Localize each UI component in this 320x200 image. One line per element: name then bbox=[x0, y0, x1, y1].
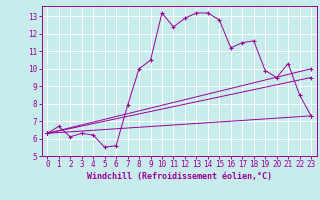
X-axis label: Windchill (Refroidissement éolien,°C): Windchill (Refroidissement éolien,°C) bbox=[87, 172, 272, 181]
